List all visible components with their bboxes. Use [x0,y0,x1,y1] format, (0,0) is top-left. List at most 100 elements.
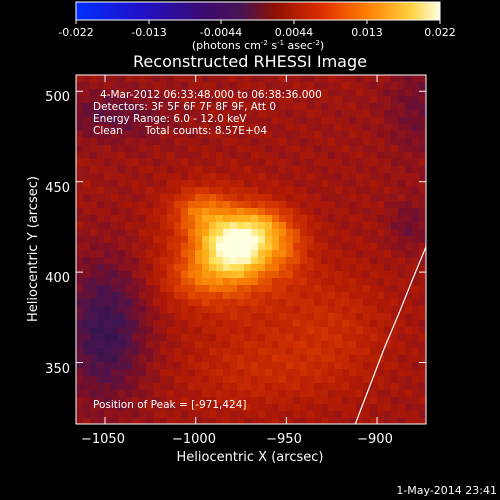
heatmap-cell [83,201,91,209]
heatmap-cell [342,124,350,132]
heatmap-cell [90,404,98,412]
heatmap-cell [181,271,189,279]
heatmap-cell [384,404,392,412]
heatmap-cell [76,285,84,293]
heatmap-cell [258,96,266,104]
heatmap-cell [265,96,273,104]
heatmap-cell [237,341,245,349]
heatmap-cell [272,285,280,293]
heatmap-cell [377,110,385,118]
heatmap-cell [405,166,413,174]
heatmap-cell [300,355,308,363]
heatmap-cell [76,341,84,349]
heatmap-cell [335,285,343,293]
heatmap-cell [90,138,98,146]
heatmap-cell [398,110,406,118]
heatmap-cell [391,404,399,412]
heatmap-cell [216,250,224,258]
heatmap-cell [398,397,406,405]
heatmap-cell [398,75,406,83]
heatmap-cell [272,208,280,216]
heatmap-cell [230,341,238,349]
heatmap-cell [258,194,266,202]
heatmap-cell [188,96,196,104]
heatmap-cell [405,355,413,363]
heatmap-cell [314,271,322,279]
heatmap-cell [76,390,84,398]
heatmap-cell [398,131,406,139]
heatmap-cell [265,194,273,202]
heatmap-cell [384,166,392,174]
heatmap-cell [244,257,252,265]
heatmap-cell [195,383,203,391]
heatmap-cell [146,131,154,139]
heatmap-cell [412,369,420,377]
heatmap-cell [223,369,231,377]
heatmap-cell [118,138,126,146]
heatmap-cell [209,271,217,279]
heatmap-cell [237,376,245,384]
heatmap-cell [97,194,105,202]
heatmap-cell [370,411,378,419]
heatmap-cell [195,201,203,209]
heatmap-cell [146,229,154,237]
heatmap-cell [125,222,133,230]
heatmap-cell [160,418,168,424]
heatmap-cell [167,292,175,300]
heatmap-cell [412,348,420,356]
heatmap-cell [300,362,308,370]
heatmap-cell [251,278,259,286]
heatmap-cell [104,166,112,174]
clean-text: Clean [93,125,123,137]
heatmap-cell [167,75,175,83]
heatmap-cell [237,418,245,424]
heatmap-cell [412,131,420,139]
heatmap-cell [300,411,308,419]
heatmap-cell [412,418,420,424]
heatmap-cell [160,215,168,223]
heatmap-cell [188,334,196,342]
heatmap-cell [293,145,301,153]
heatmap-cell [132,194,140,202]
heatmap-cell [237,348,245,356]
heatmap-cell [216,411,224,419]
heatmap-cell [398,348,406,356]
heatmap-cell [111,215,119,223]
heatmap-cell [125,89,133,97]
heatmap-cell [111,75,119,83]
heatmap-cell [419,306,426,314]
heatmap-cell [230,187,238,195]
heatmap-cell [209,215,217,223]
heatmap-cell [230,292,238,300]
heatmap-cell [139,313,147,321]
heatmap-cell [370,418,378,424]
heatmap-cell [146,383,154,391]
heatmap-cell [307,159,315,167]
heatmap-cell [293,110,301,118]
heatmap-cell [125,236,133,244]
heatmap-cell [188,285,196,293]
heatmap-cell [146,250,154,258]
heatmap-cell [188,131,196,139]
heatmap-cell [153,376,161,384]
heatmap-cell [146,215,154,223]
heatmap-cell [104,187,112,195]
heatmap-cell [307,292,315,300]
heatmap-cell [237,264,245,272]
heatmap-cell [265,383,273,391]
heatmap-cell [223,418,231,424]
heatmap-cell [237,411,245,419]
heatmap-cell [321,250,329,258]
heatmap-cell [405,215,413,223]
heatmap-cell [286,75,294,83]
heatmap-cell [419,341,426,349]
heatmap-cell [391,201,399,209]
heatmap-cell [363,138,371,146]
heatmap-cell [104,390,112,398]
heatmap-cell [118,278,126,286]
heatmap-cell [377,348,385,356]
heatmap-cell [314,355,322,363]
heatmap-cell [398,243,406,251]
heatmap-cell [104,250,112,258]
heatmap-cell [125,117,133,125]
